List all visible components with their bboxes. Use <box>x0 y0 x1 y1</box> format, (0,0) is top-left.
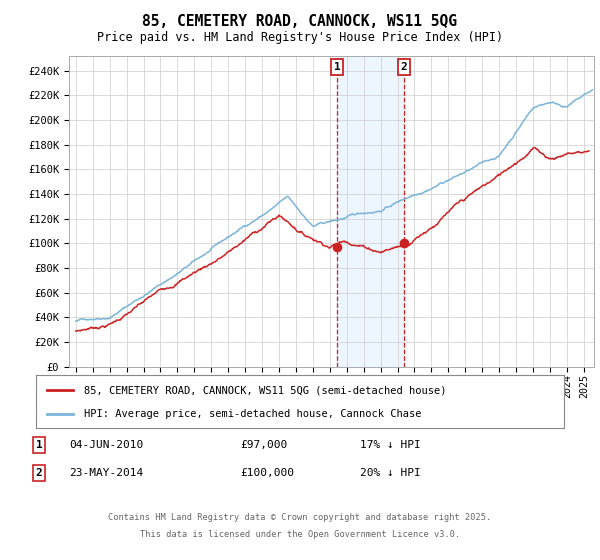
Text: 2: 2 <box>35 468 43 478</box>
Text: 23-MAY-2014: 23-MAY-2014 <box>69 468 143 478</box>
Text: Price paid vs. HM Land Registry's House Price Index (HPI): Price paid vs. HM Land Registry's House … <box>97 31 503 44</box>
Text: 04-JUN-2010: 04-JUN-2010 <box>69 440 143 450</box>
Text: £97,000: £97,000 <box>240 440 287 450</box>
Text: HPI: Average price, semi-detached house, Cannock Chase: HPI: Average price, semi-detached house,… <box>83 408 421 418</box>
Text: 85, CEMETERY ROAD, CANNOCK, WS11 5QG: 85, CEMETERY ROAD, CANNOCK, WS11 5QG <box>143 14 458 29</box>
Text: This data is licensed under the Open Government Licence v3.0.: This data is licensed under the Open Gov… <box>140 530 460 539</box>
Text: 20% ↓ HPI: 20% ↓ HPI <box>360 468 421 478</box>
Text: £100,000: £100,000 <box>240 468 294 478</box>
Text: 85, CEMETERY ROAD, CANNOCK, WS11 5QG (semi-detached house): 85, CEMETERY ROAD, CANNOCK, WS11 5QG (se… <box>83 385 446 395</box>
Text: 1: 1 <box>334 62 340 72</box>
Text: 17% ↓ HPI: 17% ↓ HPI <box>360 440 421 450</box>
Text: 2: 2 <box>401 62 407 72</box>
Text: 1: 1 <box>35 440 43 450</box>
Bar <box>337 56 404 367</box>
Text: Contains HM Land Registry data © Crown copyright and database right 2025.: Contains HM Land Registry data © Crown c… <box>109 514 491 522</box>
